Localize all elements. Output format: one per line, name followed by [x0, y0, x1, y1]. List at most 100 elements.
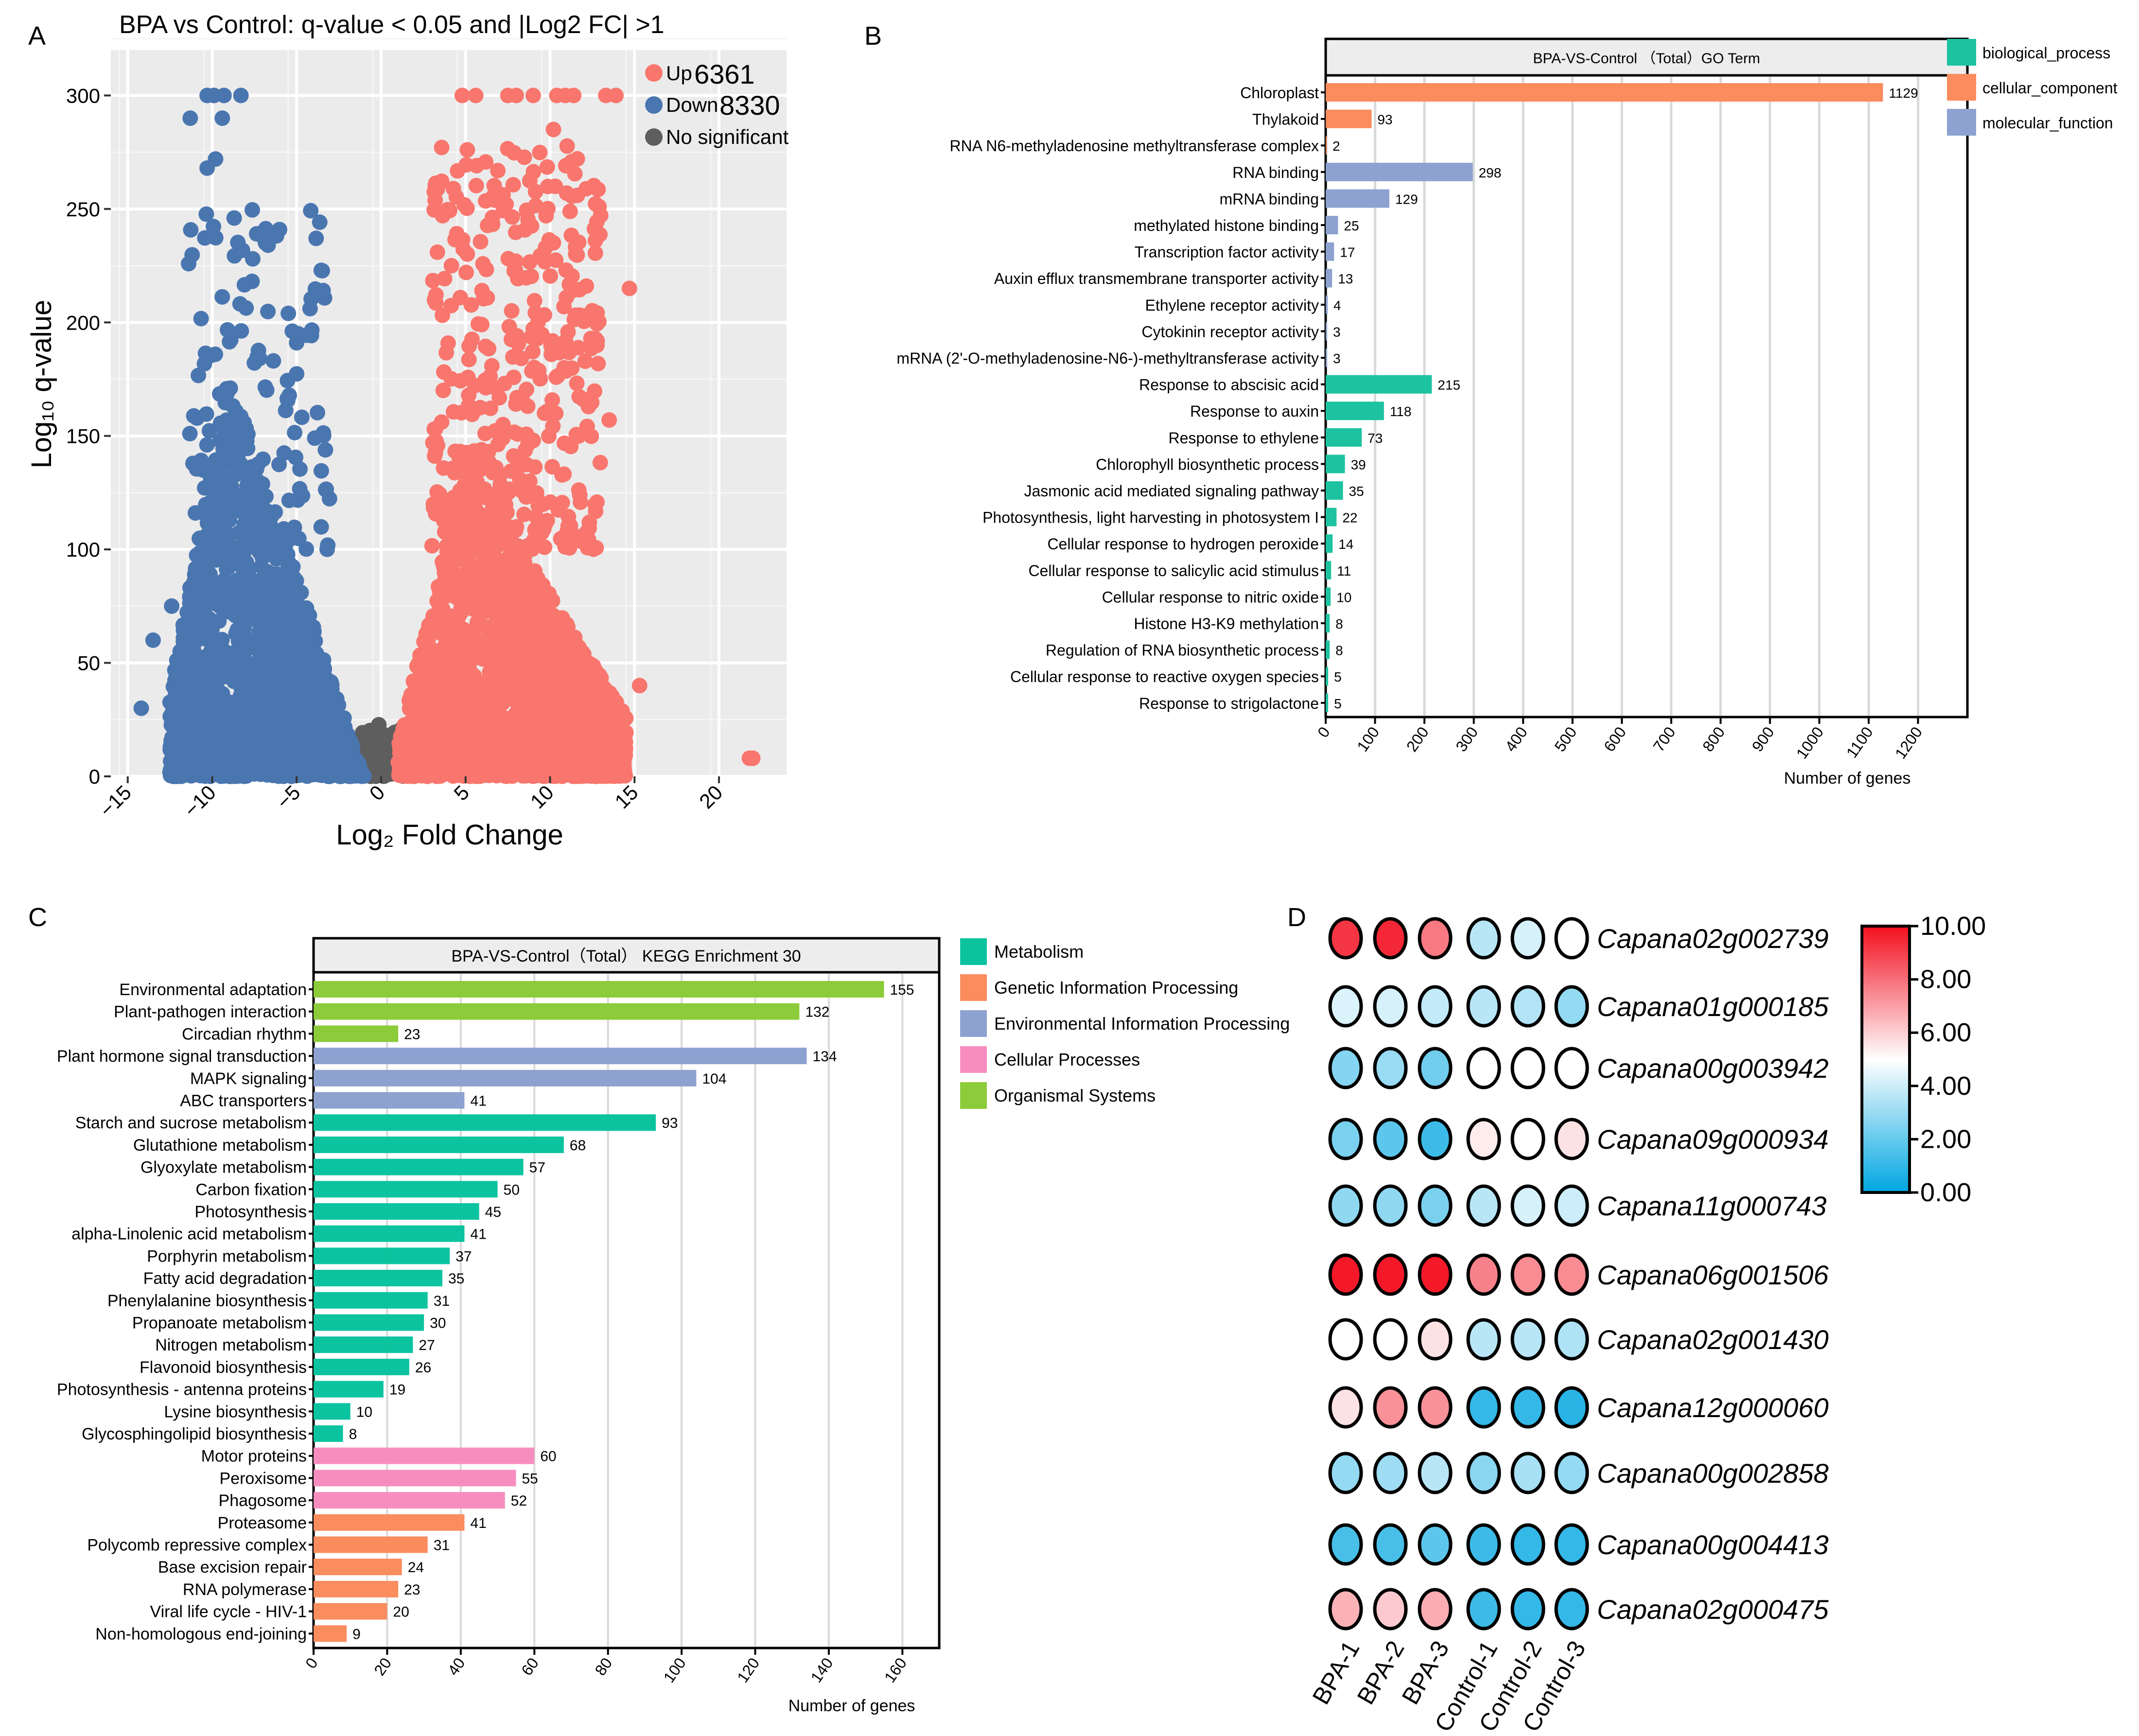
heatmap-cell — [1373, 1184, 1408, 1227]
point-up — [509, 593, 525, 609]
point-up — [472, 400, 488, 416]
point-up — [506, 263, 522, 279]
point-down — [216, 422, 232, 438]
point-down-outlier — [214, 110, 230, 126]
point-down — [223, 577, 239, 593]
point-up — [614, 722, 630, 738]
point-down — [179, 684, 195, 700]
heatmap-row-label: Capana12g000060 — [1597, 1392, 1828, 1423]
kegg-plot-frame — [312, 971, 941, 1649]
point-down — [290, 657, 306, 673]
point-up — [519, 382, 534, 398]
point-up — [397, 748, 413, 764]
go-title: BPA-VS-Control （Total）GO Term — [1533, 51, 1760, 67]
point-up-outlier — [621, 281, 637, 297]
heatmap-cell — [1373, 1588, 1408, 1631]
point-up-outlier — [545, 122, 561, 138]
point-up — [529, 660, 545, 676]
kegg-bar — [314, 1603, 387, 1620]
point-up — [449, 631, 465, 647]
heatmap-cell — [1466, 985, 1501, 1028]
point-up — [438, 538, 455, 554]
point-up — [589, 337, 605, 353]
heatmap-row-label: Capana02g002739 — [1597, 923, 1828, 954]
point-down — [214, 289, 230, 305]
point-down — [309, 687, 325, 703]
heatmap-cell — [1554, 1452, 1589, 1494]
colorbar — [1860, 925, 1911, 1194]
go-value-label: 5 — [1334, 669, 1342, 684]
heatmap-cell — [1328, 1318, 1363, 1361]
point-down-outlier — [133, 700, 149, 716]
go-value-label: 118 — [1390, 404, 1412, 419]
go-category-label: Cellular response to nitric oxide — [1102, 588, 1319, 606]
point-down — [170, 768, 186, 784]
point-down — [315, 662, 331, 678]
heatmap-cell — [1418, 1318, 1453, 1361]
y-tick-label: 50 — [77, 652, 100, 675]
heatmap-panel: Capana02g002739Capana01g000185Capana00g0… — [1307, 912, 1986, 1736]
go-legend: biological_process cellular_component mo… — [1947, 39, 2118, 136]
point-up — [437, 271, 453, 287]
point-down — [220, 453, 236, 469]
kegg-category-label: Proteasome — [218, 1514, 307, 1532]
go-x-tick-label: 900 — [1748, 723, 1777, 754]
point-down — [197, 568, 213, 584]
kegg-category-label: Phagosome — [219, 1491, 307, 1510]
point-up — [571, 482, 587, 498]
point-up — [480, 705, 496, 721]
heatmap-cell — [1466, 1318, 1501, 1361]
point-up — [425, 273, 441, 289]
point-up — [486, 736, 501, 753]
kegg-value-label: 37 — [456, 1248, 472, 1264]
point-down — [193, 311, 209, 327]
kegg-category-label: Lysine biosynthesis — [164, 1403, 307, 1421]
point-up — [433, 507, 449, 523]
point-up — [563, 438, 579, 455]
point-down — [211, 472, 228, 488]
point-down — [198, 406, 214, 422]
kegg-panel: BPA-VS-Control（Total） KEGG Enrichment 30… — [57, 937, 1290, 1715]
go-category-label: Cellular response to hydrogen peroxide — [1047, 535, 1319, 553]
point-down — [202, 524, 218, 540]
heatmap-cell — [1554, 1386, 1589, 1429]
y-tick-label: 0 — [89, 765, 100, 788]
go-bar — [1326, 508, 1337, 526]
point-up — [508, 577, 525, 593]
go-category-label: Cytokinin receptor activity — [1141, 323, 1319, 340]
point-up — [476, 508, 492, 524]
go-bar — [1326, 109, 1372, 128]
point-down — [265, 353, 281, 369]
point-up — [441, 714, 457, 730]
kegg-x-tick-label: 20 — [370, 1654, 395, 1679]
point-up — [567, 307, 583, 323]
kegg-bar — [314, 1625, 347, 1642]
point-up — [458, 264, 474, 281]
point-down — [216, 744, 232, 760]
go-value-label: 73 — [1368, 431, 1383, 446]
kegg-title: BPA-VS-Control（Total） KEGG Enrichment 30 — [451, 947, 801, 965]
go-bar — [1326, 667, 1329, 686]
point-down — [172, 752, 188, 768]
point-up — [590, 355, 606, 371]
point-up — [525, 344, 541, 360]
go-bar — [1326, 295, 1328, 314]
point-up — [464, 755, 480, 771]
point-up — [532, 608, 548, 624]
go-bar — [1326, 269, 1332, 288]
point-up — [518, 426, 534, 442]
kegg-value-label: 104 — [702, 1071, 726, 1087]
point-down — [327, 730, 343, 746]
point-down — [292, 461, 308, 477]
point-down — [246, 355, 263, 371]
go-category-label: Ethylene receptor activity — [1145, 297, 1319, 314]
go-category-label: Chlorophyll biosynthetic process — [1096, 456, 1319, 473]
point-up-outlier — [591, 199, 607, 215]
point-up — [554, 751, 570, 767]
point-up — [517, 760, 533, 776]
go-category-label: methylated histone binding — [1134, 217, 1319, 234]
point-down-saturated — [216, 88, 232, 104]
point-up — [537, 539, 553, 555]
kegg-category-label: Viral life cycle - HIV-1 — [150, 1603, 307, 1621]
legend-ns-swatch — [645, 128, 663, 146]
